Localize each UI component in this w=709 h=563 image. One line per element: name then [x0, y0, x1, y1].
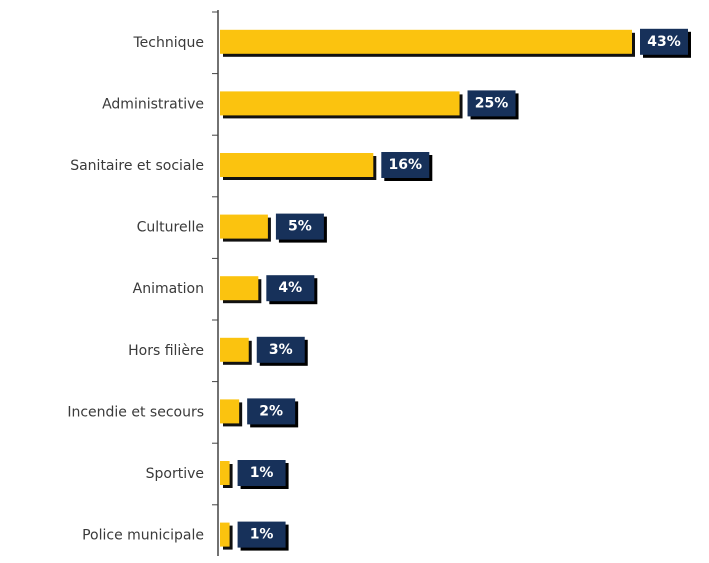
category-label: Administrative [102, 96, 204, 112]
label-box [237, 521, 286, 548]
category-label: Incendie et secours [67, 404, 204, 420]
value-label: 16% [389, 157, 423, 173]
value-label: 3% [269, 342, 293, 358]
label-box [247, 398, 296, 425]
category-label: Hors filière [128, 343, 204, 359]
value-label: 43% [647, 34, 681, 50]
label-box [381, 152, 430, 178]
value-label: 25% [475, 95, 509, 111]
value-label: 1% [250, 527, 274, 543]
bar [220, 29, 632, 54]
label-box [256, 336, 305, 363]
bar [220, 91, 460, 116]
category-label: Sportive [146, 466, 204, 482]
value-label: 5% [288, 219, 312, 235]
label-box [237, 460, 286, 486]
label-box [266, 275, 315, 302]
value-label: 1% [250, 465, 274, 481]
value-label: 4% [278, 280, 302, 296]
category-label: Technique [133, 35, 205, 51]
category-label: Animation [133, 281, 204, 297]
bar [220, 522, 230, 547]
bar [220, 399, 240, 424]
bar [220, 461, 230, 485]
label-box [275, 213, 324, 240]
bar [220, 153, 374, 177]
value-label: 2% [259, 403, 283, 419]
label-box [467, 90, 516, 117]
category-label: Culturelle [137, 220, 204, 236]
category-label: Sanitaire et sociale [70, 158, 204, 174]
category-label: Police municipale [82, 528, 204, 544]
label-box [640, 28, 688, 55]
bar [220, 276, 259, 301]
bar [220, 337, 249, 362]
bar [220, 214, 268, 239]
